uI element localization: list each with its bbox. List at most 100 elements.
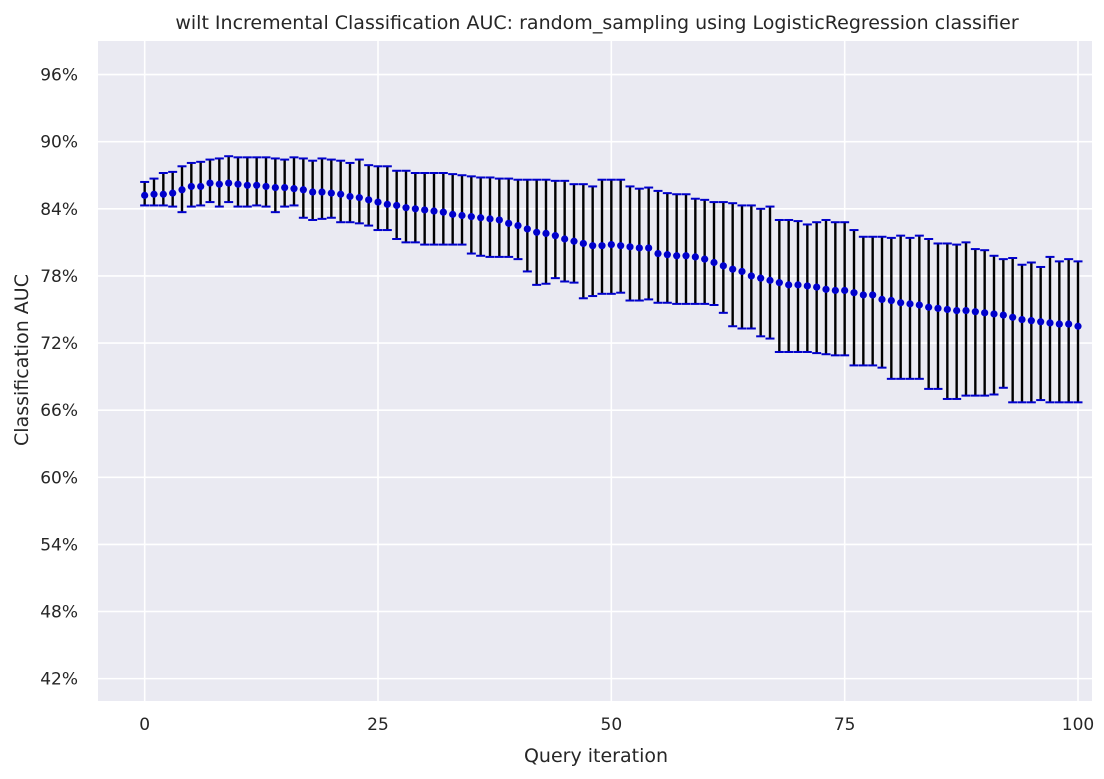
data-point (691, 253, 699, 261)
data-point (915, 301, 923, 309)
y-tick-label: 84% (40, 200, 78, 220)
data-point (1055, 320, 1063, 328)
y-tick-label: 60% (40, 468, 78, 488)
data-point (421, 206, 429, 214)
data-point (701, 255, 709, 263)
data-point (598, 242, 606, 250)
data-point (635, 244, 643, 252)
x-tick-label: 100 (1062, 715, 1094, 735)
data-point (355, 194, 363, 202)
y-tick-label: 42% (40, 670, 78, 690)
data-point (197, 182, 205, 191)
data-point (1018, 315, 1026, 324)
data-point (607, 240, 615, 249)
data-point (1074, 322, 1082, 330)
data-point (365, 196, 373, 204)
data-point (822, 285, 830, 293)
data-point (495, 216, 503, 224)
data-point (271, 183, 279, 192)
data-point (505, 219, 513, 227)
data-point (430, 207, 438, 215)
data-point (897, 299, 905, 307)
data-point (589, 242, 597, 250)
data-point (225, 179, 233, 187)
data-point (1009, 313, 1017, 321)
data-point (906, 300, 914, 308)
y-tick-label: 48% (40, 603, 78, 623)
data-point (1027, 317, 1035, 325)
data-point (645, 244, 653, 252)
data-point (374, 198, 382, 206)
data-point (523, 225, 531, 233)
data-point (533, 228, 541, 236)
data-point (757, 274, 765, 282)
data-point (738, 267, 746, 276)
y-tick-label: 54% (40, 535, 78, 555)
data-point (747, 272, 755, 280)
data-point (999, 311, 1007, 319)
data-point (990, 310, 998, 318)
data-point (439, 208, 447, 216)
data-point (971, 308, 979, 316)
data-point (281, 183, 289, 192)
data-point (925, 303, 933, 311)
data-point (169, 189, 177, 197)
x-tick-label: 0 (139, 715, 150, 735)
data-point (943, 305, 951, 314)
data-point (187, 182, 195, 191)
data-point (775, 279, 783, 287)
data-point (981, 309, 989, 317)
data-point (934, 304, 942, 312)
data-point (383, 200, 391, 208)
data-point (458, 211, 466, 220)
data-point (514, 221, 522, 230)
data-point (486, 215, 494, 223)
data-point (1065, 320, 1073, 328)
y-tick-label: 78% (40, 267, 78, 287)
data-point (178, 186, 186, 194)
data-point (1046, 319, 1054, 327)
data-point (262, 182, 270, 191)
data-point (803, 282, 811, 290)
data-point (673, 252, 681, 260)
data-point (253, 181, 261, 189)
data-point (710, 258, 718, 267)
data-point (831, 286, 839, 295)
y-tick-label: 66% (40, 401, 78, 421)
data-point (962, 306, 970, 315)
data-point (561, 235, 569, 243)
data-point (1037, 318, 1045, 326)
data-point (953, 306, 961, 315)
data-point (346, 192, 354, 201)
data-point (682, 252, 690, 260)
data-point (309, 188, 317, 196)
data-point (878, 295, 886, 304)
data-point (449, 210, 457, 218)
plot-area (98, 41, 1092, 701)
data-point (159, 190, 167, 198)
data-point (467, 213, 475, 221)
y-tick-label: 72% (40, 334, 78, 354)
y-tick-label: 96% (40, 66, 78, 86)
data-point (551, 232, 559, 240)
data-point (841, 286, 849, 295)
data-point (719, 262, 727, 270)
data-point (542, 229, 550, 238)
data-point (663, 251, 671, 259)
data-point (785, 281, 793, 289)
data-point (327, 189, 335, 197)
data-point (869, 291, 877, 299)
data-point (215, 180, 223, 188)
data-point (570, 237, 578, 245)
data-point (859, 291, 867, 299)
y-axis-label: Classification AUC (11, 274, 33, 446)
x-tick-label: 25 (367, 715, 389, 735)
data-point (243, 181, 251, 189)
data-point (402, 204, 410, 212)
data-point (150, 190, 158, 198)
data-point (141, 191, 149, 199)
data-point (411, 205, 419, 213)
data-point (850, 289, 858, 297)
